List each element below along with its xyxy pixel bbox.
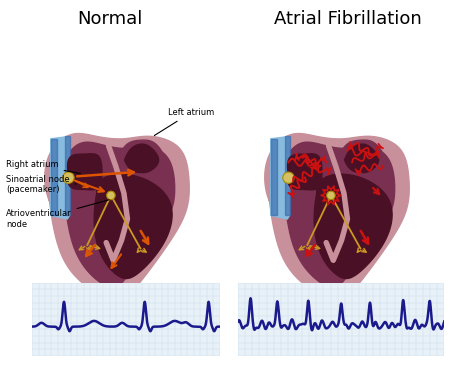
Text: Left atrium: Left atrium bbox=[154, 108, 214, 135]
Polygon shape bbox=[265, 134, 409, 299]
Text: Sinoatrial node
(pacemaker): Sinoatrial node (pacemaker) bbox=[6, 175, 76, 194]
Polygon shape bbox=[288, 154, 322, 190]
Polygon shape bbox=[314, 174, 392, 279]
Polygon shape bbox=[271, 139, 277, 215]
Polygon shape bbox=[339, 140, 384, 177]
Polygon shape bbox=[285, 137, 289, 215]
Polygon shape bbox=[51, 137, 70, 219]
Circle shape bbox=[327, 191, 335, 200]
Circle shape bbox=[283, 172, 294, 184]
Text: Normal: Normal bbox=[77, 10, 143, 28]
Polygon shape bbox=[94, 174, 172, 279]
Circle shape bbox=[63, 172, 74, 184]
Polygon shape bbox=[45, 134, 189, 299]
Polygon shape bbox=[65, 137, 70, 215]
Polygon shape bbox=[68, 154, 102, 190]
Polygon shape bbox=[344, 144, 379, 172]
Polygon shape bbox=[278, 142, 395, 287]
Polygon shape bbox=[59, 142, 174, 287]
Text: Atrial Fibrillation: Atrial Fibrillation bbox=[274, 10, 422, 28]
Polygon shape bbox=[119, 140, 164, 177]
Text: Right atrium: Right atrium bbox=[6, 160, 80, 174]
Text: Atrioventricular
node: Atrioventricular node bbox=[6, 200, 109, 229]
Polygon shape bbox=[125, 144, 158, 172]
Polygon shape bbox=[51, 139, 57, 215]
Polygon shape bbox=[271, 137, 289, 219]
Circle shape bbox=[107, 191, 115, 200]
